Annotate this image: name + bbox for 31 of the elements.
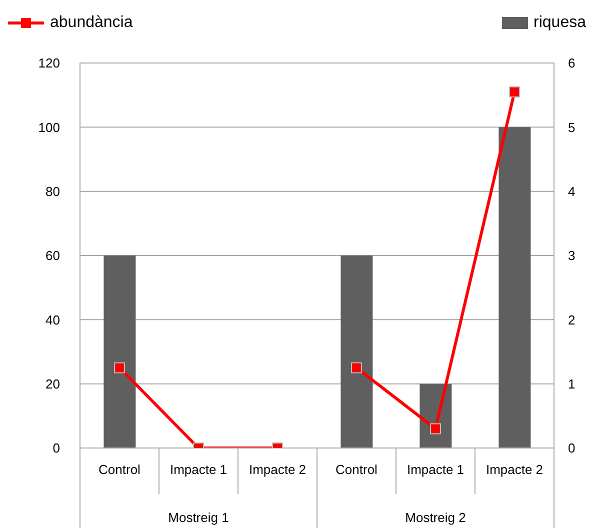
text: Mostreig 2 bbox=[405, 510, 466, 525]
y2-tick-label: 3 bbox=[568, 248, 576, 264]
y2-tick-label: 1 bbox=[568, 376, 576, 392]
x-tick-label: Control bbox=[98, 462, 141, 477]
point bbox=[114, 362, 125, 374]
y2-tick-label: 0 bbox=[568, 440, 576, 456]
x-tick-label: Impacte 2 bbox=[248, 462, 306, 477]
y-tick-label: 0 bbox=[52, 440, 60, 456]
bar bbox=[498, 127, 531, 448]
y-tick-label: 100 bbox=[38, 120, 60, 135]
y-tick-label: 120 bbox=[38, 56, 60, 71]
y2-tick-label: 5 bbox=[568, 120, 576, 135]
point bbox=[509, 86, 520, 98]
point bbox=[351, 362, 362, 374]
x-tick-label: Impacte 2 bbox=[486, 462, 544, 477]
y2-tick-label: 2 bbox=[568, 312, 576, 328]
y-tick-label: 60 bbox=[46, 248, 60, 264]
text: Mostreig 1 bbox=[168, 510, 229, 525]
y-tick-label: 80 bbox=[46, 184, 60, 199]
y-tick-label: 40 bbox=[46, 312, 60, 328]
x-tick-label: Impacte 1 bbox=[406, 462, 464, 477]
y2-tick-label: 6 bbox=[568, 56, 576, 71]
bar bbox=[104, 256, 136, 448]
legend-label: abundància bbox=[50, 14, 133, 32]
legend-label: riquesa bbox=[534, 14, 586, 32]
point bbox=[430, 423, 441, 434]
bar bbox=[340, 256, 373, 448]
x-tick-label: Impacte 1 bbox=[170, 462, 228, 477]
x-tick-label: Control bbox=[336, 462, 378, 477]
y-tick-label: 20 bbox=[46, 376, 60, 392]
y2-tick-label: 4 bbox=[568, 184, 576, 199]
